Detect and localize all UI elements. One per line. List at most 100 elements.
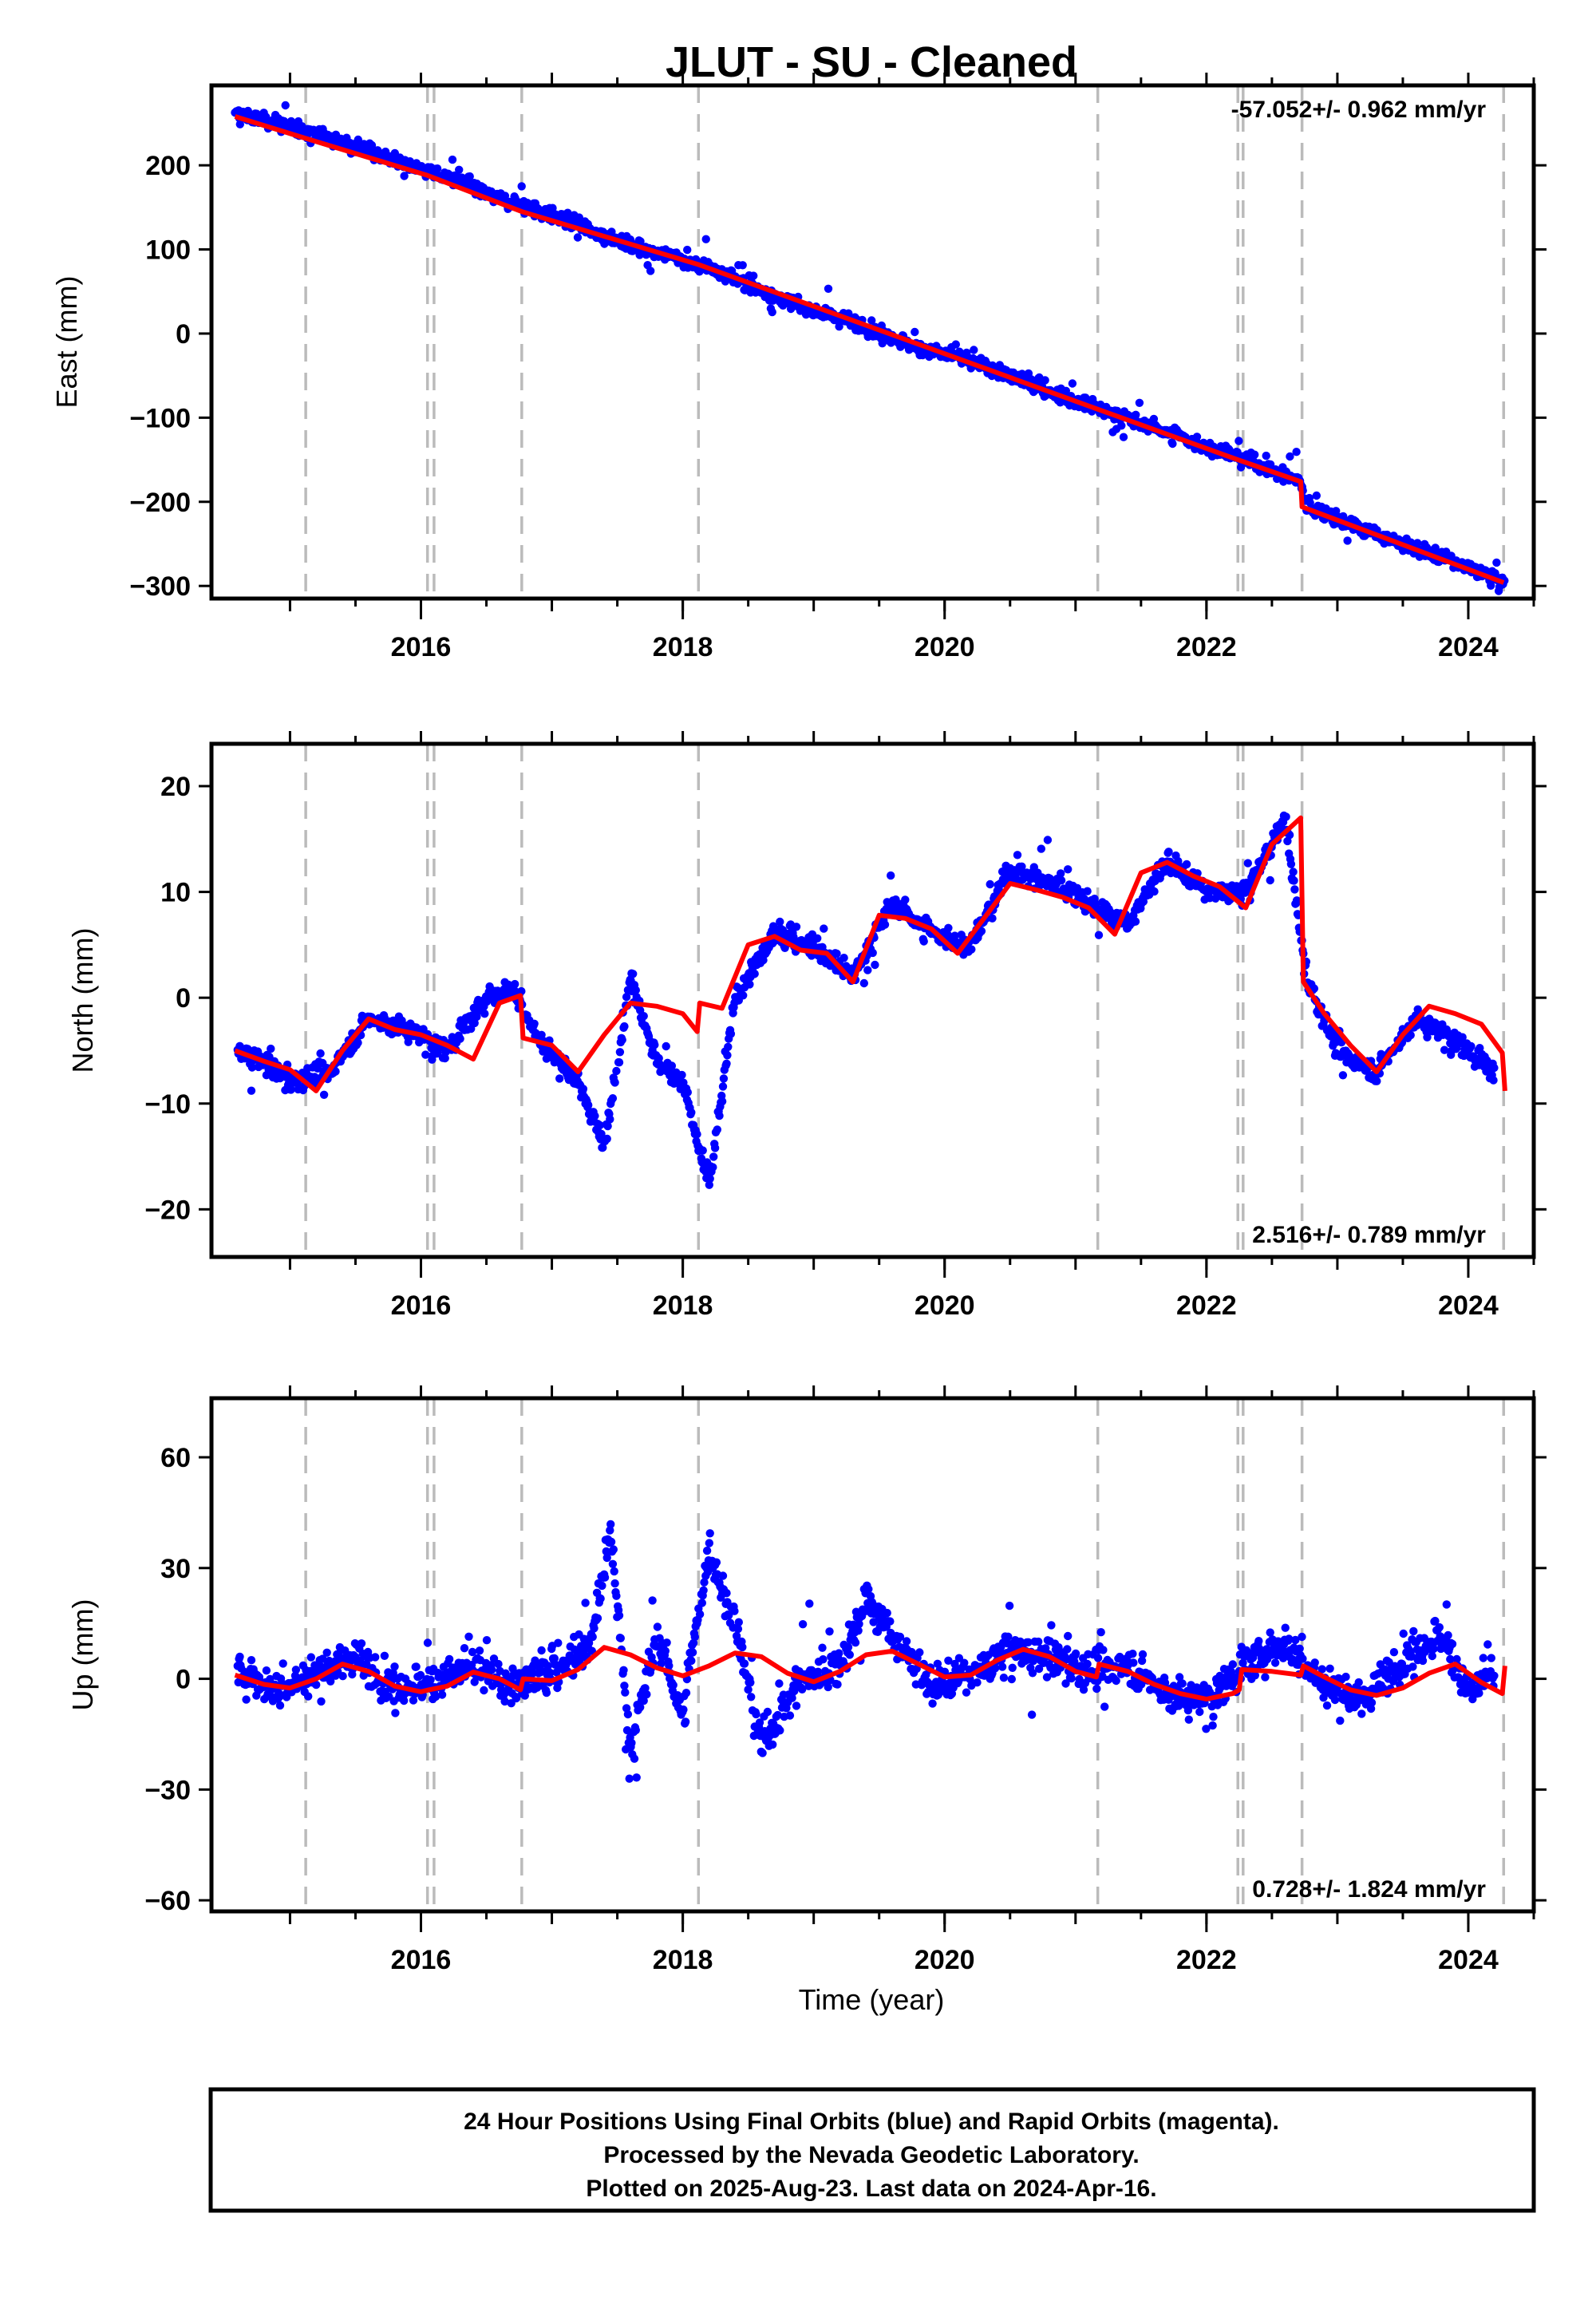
data-point — [717, 1097, 727, 1106]
data-point — [661, 1646, 670, 1655]
data-point — [555, 1074, 564, 1083]
data-point — [705, 1529, 714, 1538]
data-point — [612, 1591, 621, 1600]
data-point — [621, 1688, 630, 1697]
data-point — [1442, 1600, 1452, 1609]
x-tick-label: 2020 — [915, 1945, 975, 1975]
data-point — [718, 1571, 728, 1580]
data-point — [316, 1049, 325, 1058]
data-point — [546, 1668, 555, 1678]
data-point — [683, 245, 692, 255]
y-tick-label: 60 — [160, 1443, 191, 1473]
data-point — [593, 1614, 602, 1622]
data-point — [1174, 856, 1183, 866]
data-point — [286, 1085, 295, 1094]
data-point — [400, 172, 409, 180]
data-point — [1429, 1644, 1438, 1654]
data-point — [464, 1632, 473, 1641]
data-point — [639, 1012, 648, 1021]
data-point — [749, 271, 758, 280]
data-point — [1057, 869, 1065, 878]
data-point — [1067, 1674, 1076, 1683]
data-point — [472, 1012, 481, 1022]
data-point — [235, 1652, 244, 1662]
data-point — [317, 1697, 326, 1706]
data-point — [1043, 836, 1053, 844]
data-point — [1195, 1707, 1204, 1717]
data-point — [380, 1651, 389, 1660]
data-point — [1005, 1601, 1014, 1611]
data-point — [416, 1670, 425, 1680]
x-tick-label: 2018 — [653, 632, 713, 662]
data-point — [1238, 1658, 1247, 1667]
data-point — [845, 1650, 855, 1659]
y-tick-label: 0 — [176, 319, 191, 350]
data-point — [740, 1659, 749, 1668]
data-point — [494, 1659, 503, 1669]
data-point — [1063, 1645, 1072, 1654]
y-tick-label: 10 — [160, 878, 191, 908]
data-point — [1322, 1701, 1332, 1710]
data-point — [1357, 1709, 1366, 1718]
data-point — [1270, 1658, 1280, 1667]
data-point — [606, 1537, 616, 1547]
data-point — [1341, 1672, 1350, 1682]
data-point — [1099, 1646, 1108, 1654]
data-point — [1440, 1045, 1449, 1054]
data-point — [480, 1686, 488, 1695]
data-point — [1168, 439, 1177, 449]
data-point — [738, 261, 747, 270]
data-point — [705, 1174, 714, 1184]
data-point — [667, 1061, 677, 1070]
data-point — [584, 1101, 593, 1109]
data-point — [700, 1578, 709, 1587]
y-tick-label: 0 — [176, 1665, 191, 1695]
data-point — [759, 955, 768, 965]
data-point — [1290, 885, 1299, 894]
data-point — [722, 1589, 731, 1598]
data-point — [610, 1078, 619, 1087]
footer-line-3: Plotted on 2025-Aug-23. Last data on 202… — [586, 2176, 1156, 2202]
data-point — [646, 267, 655, 275]
data-point — [776, 1726, 784, 1735]
data-point — [1117, 421, 1126, 430]
data-point — [444, 1654, 454, 1664]
data-point — [629, 970, 638, 978]
data-point — [1406, 1030, 1415, 1040]
y-tick-label: 20 — [160, 772, 191, 802]
data-point — [632, 1773, 641, 1782]
x-tick-label: 2018 — [653, 1290, 713, 1321]
data-point — [855, 1619, 863, 1629]
data-point — [1492, 558, 1501, 567]
data-point — [986, 879, 994, 889]
data-point — [998, 1662, 1007, 1671]
east-panel: 2016 2018 2020 2022 20242001000−100−200−300E… — [50, 73, 1547, 662]
data-point — [421, 1050, 430, 1059]
data-point — [1389, 1648, 1399, 1657]
data-point — [733, 1624, 743, 1634]
data-point — [440, 1053, 449, 1063]
data-point — [528, 1669, 537, 1678]
data-point — [1034, 1637, 1043, 1646]
data-point — [615, 1048, 625, 1057]
data-point — [1286, 452, 1294, 461]
data-point — [1243, 859, 1253, 868]
data-point — [1128, 1650, 1137, 1658]
data-point — [775, 1679, 784, 1688]
data-point — [933, 1659, 942, 1668]
data-point — [715, 1111, 724, 1120]
data-point — [1094, 931, 1104, 939]
data-point — [901, 895, 910, 904]
data-point — [752, 1709, 760, 1719]
data-point — [747, 1693, 756, 1701]
data-point — [662, 1638, 671, 1647]
data-point — [581, 1599, 590, 1607]
data-point — [242, 1695, 251, 1704]
data-point — [990, 1664, 1000, 1673]
data-point — [710, 1144, 720, 1152]
data-point — [798, 1685, 807, 1694]
data-point — [281, 101, 290, 110]
data-point — [247, 1063, 257, 1072]
data-point — [1431, 1616, 1440, 1626]
y-tick-label: 0 — [176, 983, 191, 1014]
